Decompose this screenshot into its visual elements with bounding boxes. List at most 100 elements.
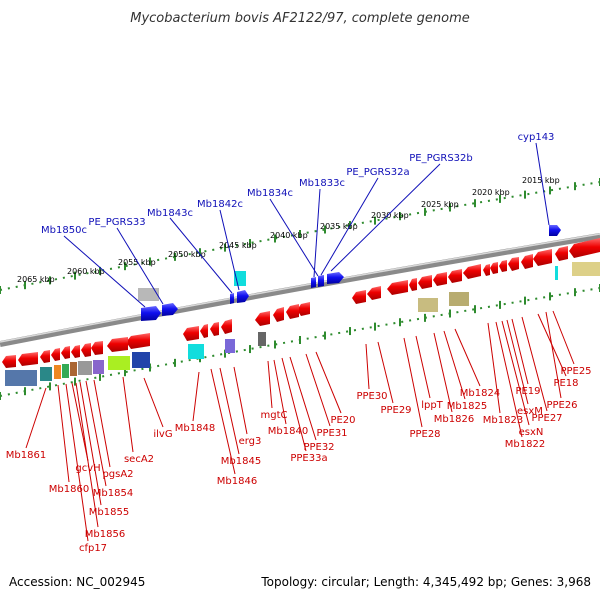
leader-mb1840 <box>273 359 287 425</box>
block-olive-2 <box>418 298 438 312</box>
gene-pe-pgrs33 <box>162 303 178 316</box>
label-pgsa2: pgsA2 <box>102 469 133 480</box>
label-mb1826: Mb1826 <box>434 414 474 425</box>
leader-mb1848 <box>192 371 200 422</box>
leader-mb1856 <box>75 382 99 528</box>
ruler-scale-labels: 2015 kbp 2020 kbp 2025 kbp 2030 kbp 2035… <box>17 176 560 284</box>
ruler-label-2020: 2020 kbp <box>472 188 510 197</box>
leader-mb1845 <box>219 367 240 455</box>
label-ppe29: PPE29 <box>380 405 411 416</box>
upper-gene-labels: cyp143 PE_PGRS32b PE_PGRS32a Mb1833c Mb1… <box>41 132 554 236</box>
label-pe-pgrs32a: PE_PGRS32a <box>346 167 409 178</box>
ruler-label-2065: 2065 kbp <box>17 275 55 284</box>
gene-pgsa2 <box>91 341 103 355</box>
leader-mgtc <box>267 360 273 409</box>
forward-strand-genes <box>138 225 561 321</box>
label-mb1843c: Mb1843c <box>147 208 193 219</box>
accession-text: Accession: NC_002945 <box>9 575 145 589</box>
leader-mb1824 <box>454 328 481 387</box>
gene-pe18 <box>555 246 568 261</box>
label-ppe32: PPE32 <box>303 442 334 453</box>
block-blue-dark <box>132 352 150 368</box>
gene-grey-upper <box>138 288 159 301</box>
gene-erg3 <box>210 322 219 336</box>
upper-label-leaders <box>63 142 550 308</box>
gene-mb1850c <box>141 306 161 321</box>
lower-label-leaders <box>25 310 575 542</box>
leader-mb1846 <box>210 368 236 475</box>
gene-cfp17 <box>40 350 50 363</box>
gene-seca2 <box>107 337 128 352</box>
label-gcvh: gcvH <box>75 463 100 474</box>
reverse-strand-genes <box>2 238 600 368</box>
leader-ppe25 <box>552 310 575 365</box>
label-mb1861: Mb1861 <box>6 450 46 461</box>
leader-cyp143 <box>535 142 550 226</box>
gene-mb1826 <box>418 275 432 289</box>
genome-backbone-highlight <box>0 233 600 343</box>
label-mb1855: Mb1855 <box>89 507 129 518</box>
leader-mb1843c <box>169 217 233 294</box>
ruler-label-2045: 2045 kbp <box>219 241 257 250</box>
label-lppt: lppT <box>421 400 443 411</box>
leader-pe-pgrs32a <box>320 177 379 276</box>
label-mb1848: Mb1848 <box>175 423 215 434</box>
label-mb1823: Mb1823 <box>483 415 523 426</box>
gene-pe20 <box>286 304 299 319</box>
block-steel <box>5 370 37 386</box>
label-pe18: PE18 <box>553 378 578 389</box>
gene-ppe32 <box>273 307 284 322</box>
gene-pe-pgrs32a <box>318 275 324 287</box>
block-grey-1 <box>78 361 92 375</box>
block-khaki-right <box>572 262 600 276</box>
leader-mb1860 <box>57 384 70 483</box>
gene-mb1824 <box>448 269 462 283</box>
leader-pe19 <box>511 318 529 385</box>
gene-cyp143 <box>549 225 561 236</box>
leader-mb1861 <box>25 387 47 449</box>
gene-mb1848 <box>183 326 199 341</box>
gene-ppe27 <box>521 254 533 269</box>
leader-pe-pgrs33 <box>116 227 164 305</box>
label-mb1840: Mb1840 <box>268 426 308 437</box>
block-olive-1 <box>449 292 469 306</box>
gene-mb1833c <box>327 272 344 284</box>
label-ppe28: PPE28 <box>409 429 440 440</box>
gene-mb1840 <box>221 319 232 334</box>
leader-ppe26 <box>545 311 562 399</box>
gene-mb1855 <box>61 346 70 359</box>
label-cfp17: cfp17 <box>79 543 107 554</box>
genome-summary-text: Topology: circular; Length: 4,345,492 bp… <box>260 575 591 589</box>
gene-mb1845 <box>200 324 208 338</box>
ruler-label-2015: 2015 kbp <box>522 176 560 185</box>
leader-mb1825 <box>443 330 466 400</box>
leader-esxn <box>501 320 530 426</box>
block-cyan-right <box>555 266 558 280</box>
category-blocks <box>5 262 600 386</box>
label-mb1856: Mb1856 <box>85 529 125 540</box>
label-mb1833c: Mb1833c <box>299 178 345 189</box>
gene-mb1856 <box>51 348 60 361</box>
label-erg3: erg3 <box>239 436 262 447</box>
gene-mb1823 <box>463 264 481 279</box>
gene-pe-pgrs32b <box>311 277 316 288</box>
leader-ppe29 <box>377 341 394 404</box>
ruler-label-2025: 2025 kbp <box>421 200 459 209</box>
label-ilvg: ilvG <box>153 429 172 440</box>
label-pe20: PE20 <box>330 415 355 426</box>
gene-mb1854 <box>71 345 80 358</box>
block-grey-dark <box>258 332 266 346</box>
outer-ruler <box>0 178 600 294</box>
leader-mb1850c <box>63 235 146 308</box>
label-ppe33a: PPE33a <box>290 453 327 464</box>
leader-mb1833c <box>313 188 321 278</box>
label-ppe31: PPE31 <box>316 428 347 439</box>
gene-mb1843c <box>230 293 234 304</box>
label-pe-pgrs32b: PE_PGRS32b <box>409 153 473 164</box>
gene-mb1822 <box>483 264 490 276</box>
leader-ppe28 <box>403 337 423 428</box>
block-purple <box>225 339 235 353</box>
gene-ppe26 <box>533 249 552 266</box>
label-ppe30: PPE30 <box>356 391 387 402</box>
